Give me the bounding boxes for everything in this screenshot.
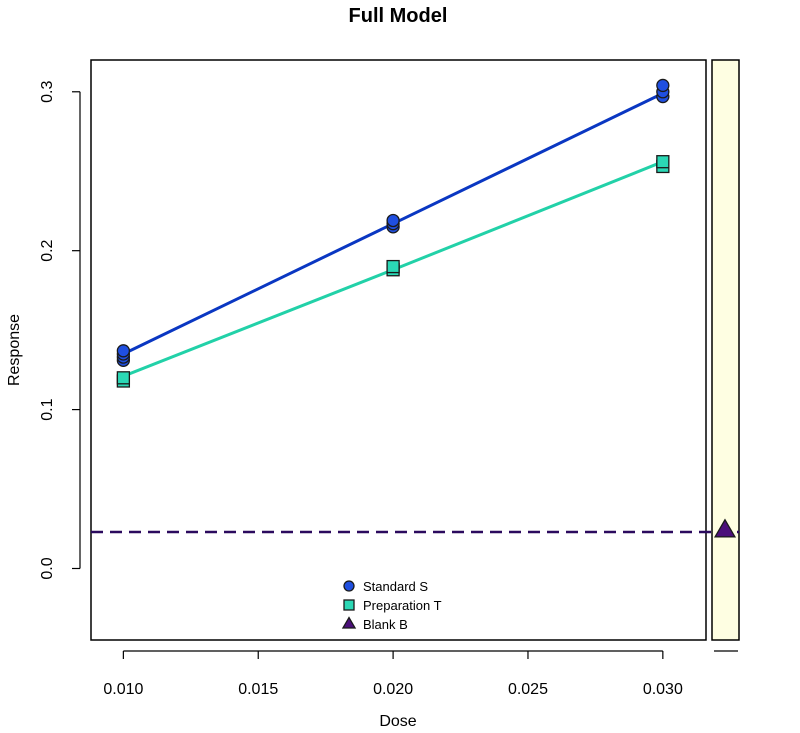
blank-side-panel: [711, 59, 740, 641]
data-point: [386, 259, 400, 274]
legend-marker: [343, 580, 355, 592]
legend-marker: [343, 599, 355, 611]
x-axis: 0.010 0.015 0.020 0.025 0.030: [103, 650, 738, 698]
blank-point: [713, 518, 737, 538]
x-tick-label: 0.010: [103, 681, 143, 698]
x-tick-label: 0.020: [373, 681, 413, 698]
x-tick-label: 0.030: [643, 681, 683, 698]
y-tick-label: 0.2: [39, 239, 56, 261]
y-tick-label: 0.1: [39, 398, 56, 420]
legend-label: Preparation T: [363, 598, 442, 613]
data-points: [116, 78, 737, 538]
data-point: [386, 213, 400, 228]
data-point: [656, 155, 670, 169]
y-axis: 0.0 0.1 0.2 0.3: [39, 81, 81, 580]
x-tick-label: 0.015: [238, 681, 278, 698]
plot-frame: [90, 59, 707, 641]
y-tick-label: 0.3: [39, 81, 56, 103]
fit-lines: [122, 92, 664, 378]
y-tick-label: 0.0: [39, 557, 56, 579]
y-axis-label: Response: [6, 314, 23, 386]
legend-label: Standard S: [363, 579, 428, 594]
x-axis-label: Dose: [379, 713, 416, 730]
data-point: [116, 371, 131, 385]
legend: Standard S Preparation T Blank B: [341, 579, 442, 632]
data-point: [116, 344, 131, 358]
legend-marker: [341, 616, 357, 629]
x-tick-label: 0.025: [508, 681, 548, 698]
data-point: [656, 78, 670, 93]
legend-label: Blank B: [363, 617, 408, 632]
chart-title: Full Model: [349, 5, 448, 27]
